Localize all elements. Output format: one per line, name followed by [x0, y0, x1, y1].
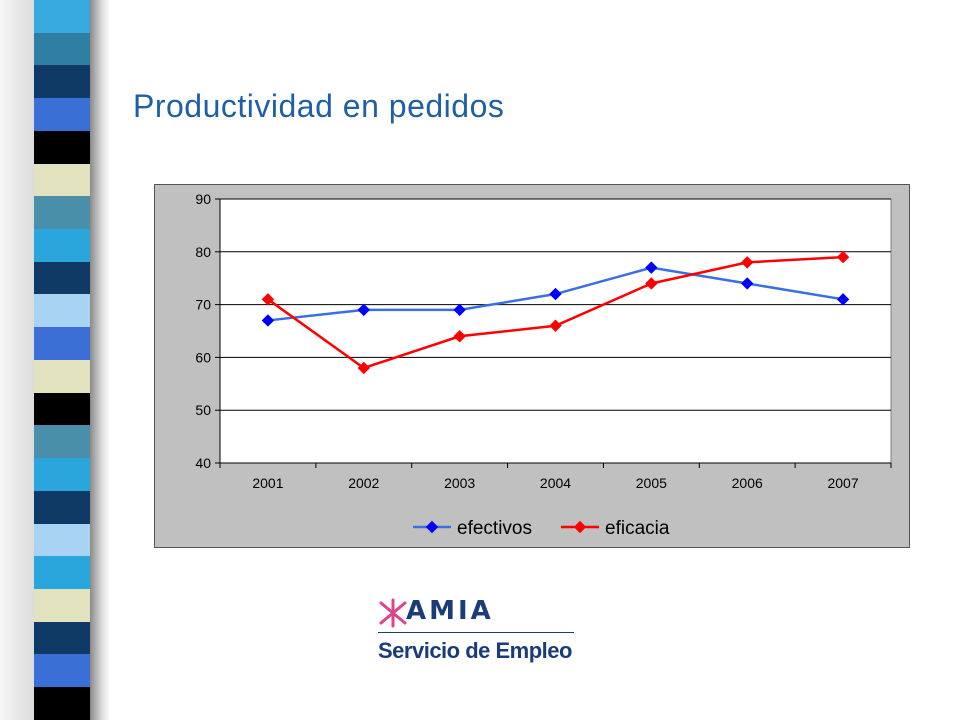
legend-label-eficacia: eficacia [605, 518, 670, 539]
strip-block [34, 294, 90, 328]
strip-block [34, 654, 90, 688]
logo-divider [378, 632, 574, 633]
strip-color-blocks [34, 0, 90, 720]
decorative-side-strip [0, 0, 110, 720]
x-tick-label: 2003 [444, 475, 475, 491]
x-tick-label: 2002 [348, 475, 379, 491]
slide-title: Productividad en pedidos [133, 88, 505, 124]
strip-block [34, 229, 90, 262]
chart-area: 40 50 60 70 80 90 2001 2002 2003 2004 2005 2006 2007… [154, 184, 910, 548]
strip-block [34, 621, 90, 655]
x-tick-label: 2007 [827, 475, 858, 491]
data-point-efectivos [741, 277, 754, 290]
y-tick-label: 90 [195, 191, 211, 207]
y-tick-label: 70 [195, 297, 211, 313]
strip-block [34, 196, 90, 230]
strip-block [34, 359, 90, 393]
strip-block [34, 65, 90, 99]
y-tick-label: 40 [195, 455, 211, 471]
strip-block [34, 327, 90, 360]
legend-label-efectivos: efectivos [457, 518, 532, 539]
strip-block [34, 32, 90, 66]
data-point-efectivos [836, 293, 850, 306]
data-point-eficacia [645, 277, 658, 290]
strip-block [34, 392, 90, 426]
amia-logo-mark-icon [379, 598, 407, 628]
legend-marker-eficacia [573, 520, 587, 534]
x-tick-label: 2006 [732, 475, 763, 491]
strip-block [34, 556, 90, 589]
strip-block [34, 261, 90, 295]
logo-wordmark: AMIA [406, 596, 494, 626]
strip-block [34, 425, 90, 459]
data-point-efectivos [261, 314, 275, 327]
strip-shade [0, 0, 34, 720]
strip-block [34, 163, 90, 197]
strip-edge-shadow [90, 0, 110, 720]
data-point-efectivos [645, 261, 658, 274]
legend-marker-efectivos [425, 520, 439, 534]
line-chart: 40 50 60 70 80 90 2001 2002 2003 2004 2005 2006 2007… [195, 191, 892, 539]
data-point-eficacia [741, 256, 754, 269]
data-point-efectivos [549, 287, 562, 301]
y-tick-label: 80 [195, 244, 211, 260]
strip-block [34, 687, 90, 720]
y-tick-label: 50 [195, 402, 211, 418]
strip-block [34, 523, 90, 557]
amia-logo: AMIA Servicio de Empleo [378, 596, 578, 670]
strip-block [34, 0, 90, 33]
data-point-eficacia [836, 250, 850, 264]
data-point-efectivos [357, 303, 370, 317]
x-tick-label: 2004 [540, 475, 571, 491]
logo-subtitle: Servicio de Empleo [378, 638, 572, 663]
y-tick-label: 60 [195, 349, 211, 365]
x-tick-label: 2005 [636, 475, 667, 491]
strip-block [34, 98, 90, 131]
data-point-eficacia [453, 330, 466, 343]
data-point-eficacia [261, 293, 275, 306]
strip-block [34, 588, 90, 622]
data-point-efectivos [453, 303, 466, 317]
strip-block [34, 458, 90, 491]
x-tick-label: 2001 [252, 475, 283, 491]
strip-block [34, 130, 90, 164]
data-point-eficacia [549, 319, 562, 332]
strip-block [34, 490, 90, 524]
data-point-eficacia [357, 361, 370, 375]
